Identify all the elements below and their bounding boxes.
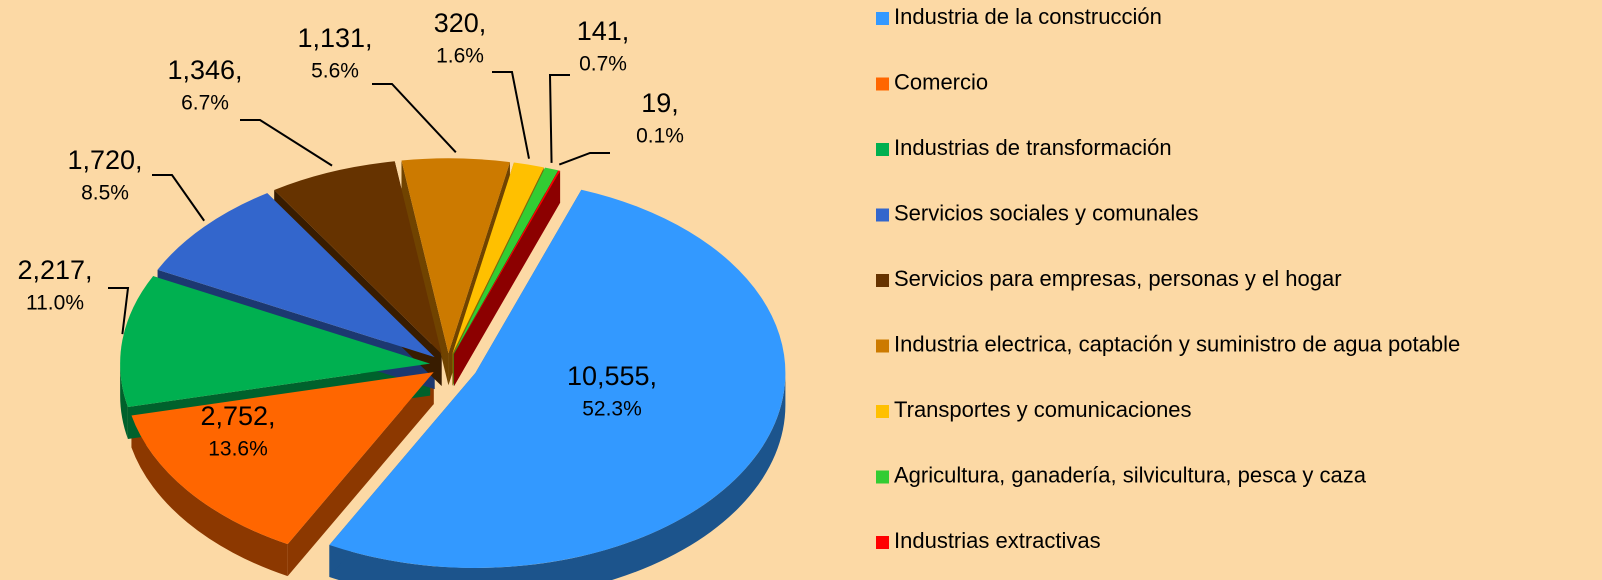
slice-cut <box>287 372 434 577</box>
legend-label: Transportes y comunicaciones <box>894 397 1192 422</box>
legend-swatch <box>876 339 889 353</box>
leader-line <box>240 119 333 167</box>
slice <box>131 372 434 545</box>
leader-line <box>548 74 570 163</box>
data-label-percent: 8.5% <box>81 182 129 205</box>
data-label: 1,720, <box>67 145 142 175</box>
legend-label: Industria electrica, captación y suminis… <box>894 331 1460 356</box>
data-label: 1,346, <box>167 55 242 85</box>
data-label-percent: 0.7% <box>579 53 627 76</box>
legend-label: Servicios para empresas, personas y el h… <box>894 266 1342 291</box>
legend-label: Servicios sociales y comunales <box>894 200 1198 225</box>
leader-line <box>372 83 457 154</box>
legend-swatch <box>876 77 889 91</box>
data-label-percent: 5.6% <box>311 60 359 83</box>
slice <box>120 276 431 407</box>
legend-swatch <box>876 405 889 418</box>
data-label-percent: 1.6% <box>436 45 484 68</box>
slice <box>274 161 442 355</box>
data-label-percent: 52.3% <box>582 398 642 421</box>
slice <box>454 170 561 354</box>
slice-side <box>329 372 786 580</box>
slice-side <box>120 363 128 439</box>
data-label-percent: 0.1% <box>636 125 684 148</box>
leader-line <box>558 152 610 166</box>
data-label: 2,217, <box>17 255 92 285</box>
data-label-percent: 11.0% <box>26 292 84 315</box>
legend-swatch <box>876 274 889 287</box>
legend-label: Industrias extractivas <box>894 528 1101 553</box>
legend-label: Comercio <box>894 69 988 94</box>
data-label: 10,555, <box>567 361 657 391</box>
data-label-percent: 13.6% <box>208 438 268 461</box>
legend-swatch <box>876 12 889 25</box>
data-label: 141, <box>577 16 630 46</box>
slice <box>452 162 544 354</box>
data-label: 320, <box>434 8 487 38</box>
slice <box>329 189 786 568</box>
data-label: 1,131, <box>297 23 372 53</box>
slice-side <box>131 415 288 577</box>
leader-line <box>492 71 530 159</box>
data-label-percent: 6.7% <box>181 92 229 115</box>
slice <box>157 193 435 358</box>
slice <box>453 167 558 354</box>
leader-line <box>152 174 205 222</box>
legend-swatch <box>876 208 889 222</box>
data-label: 2,752, <box>200 401 275 431</box>
legend-label: Industria de la construcción <box>894 4 1162 29</box>
slice-cut <box>454 170 561 386</box>
legend-swatch <box>876 470 889 484</box>
leader-line <box>108 287 130 335</box>
data-label: 19, <box>641 88 679 118</box>
legend-swatch <box>876 536 889 549</box>
legend-label: Agricultura, ganadería, silvicultura, pe… <box>894 462 1367 487</box>
legend-label: Industrias de transformación <box>894 135 1172 160</box>
slice <box>401 158 510 354</box>
slice-cut <box>401 160 449 386</box>
legend-swatch <box>876 143 889 156</box>
